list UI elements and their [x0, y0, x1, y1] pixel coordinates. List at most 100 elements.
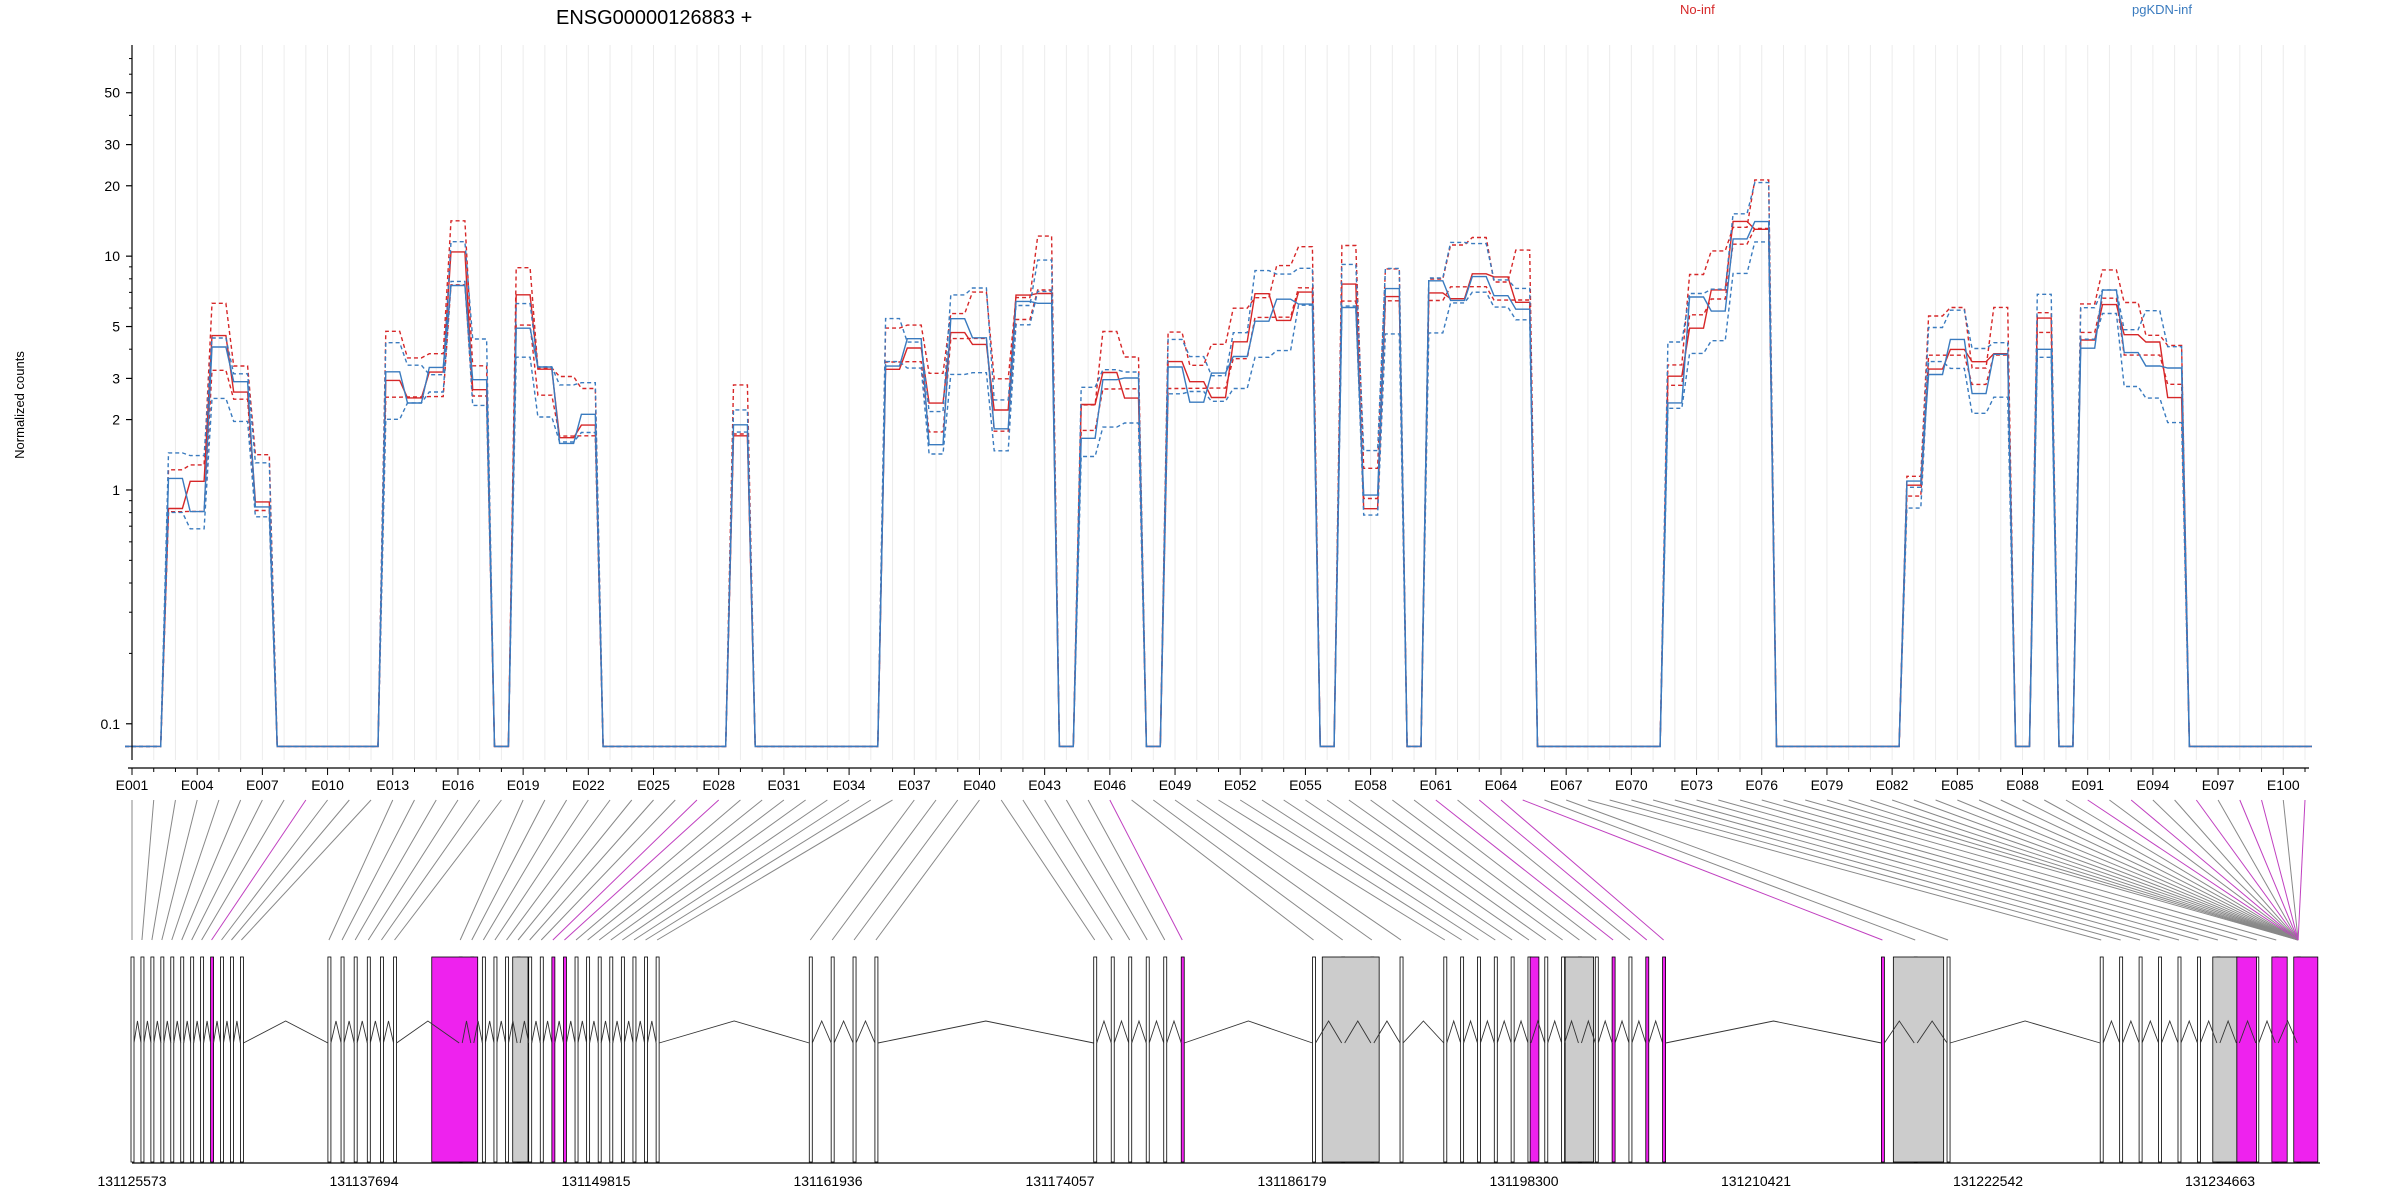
exon-connector — [831, 799, 937, 941]
exon-connector — [1370, 799, 1563, 941]
exon-connector — [1239, 799, 1462, 941]
exon-box — [493, 956, 498, 1163]
exon-connector — [656, 799, 893, 941]
exon-connector — [633, 799, 850, 941]
intron-line — [577, 1020, 588, 1044]
genomic-tick-label: 131222542 — [1953, 1173, 2023, 1189]
exon-box — [1145, 956, 1150, 1163]
exon-box — [239, 956, 244, 1163]
exon-connector — [1978, 799, 2299, 941]
exon-block — [1321, 956, 1380, 1163]
exon-box — [852, 956, 857, 1163]
exon-connector — [1870, 799, 2299, 941]
exon-connector — [2217, 799, 2299, 941]
exon-connector — [564, 799, 720, 941]
exon-box — [327, 956, 332, 1163]
exon-tick-label: E088 — [2006, 777, 2039, 793]
exon-box — [1645, 956, 1650, 1163]
exon-box — [130, 956, 135, 1163]
exon-tick-label: E046 — [1093, 777, 1126, 793]
intron-line — [1581, 1019, 1596, 1044]
exon-connector — [1348, 799, 1547, 941]
intron-line — [473, 1020, 483, 1044]
exon-connector — [875, 799, 980, 941]
exon-box — [1443, 956, 1448, 1163]
intron-line — [1096, 1019, 1112, 1044]
exon-tick-label: E061 — [1419, 777, 1452, 793]
exon-tick-label: E025 — [637, 777, 670, 793]
intron-line — [1513, 1019, 1529, 1044]
genomic-tick-label: 131125573 — [97, 1173, 166, 1189]
exon-box — [1163, 956, 1168, 1163]
plot-series-lines — [125, 179, 2312, 748]
exon-connector — [1522, 799, 1883, 941]
exon-connector — [853, 799, 959, 941]
exon-tick-label: E007 — [246, 777, 279, 793]
legend-pgkdn-inf: pgKDN-inf — [2132, 2, 2192, 17]
intron-line — [1373, 1020, 1401, 1044]
exon-connector — [552, 799, 698, 941]
exon-box — [220, 956, 224, 1163]
exon-box — [597, 956, 602, 1163]
exon-connector — [201, 799, 285, 941]
intron-line — [382, 1020, 394, 1044]
exon-connector — [1957, 799, 2299, 941]
exon-tick-label: E073 — [1680, 777, 1713, 793]
exon-box — [830, 956, 835, 1163]
intron-line — [143, 1020, 152, 1044]
exon-tick-label: E004 — [181, 777, 214, 793]
exon-connector — [1566, 799, 1949, 941]
exon-tick-label: E097 — [2202, 777, 2235, 793]
intron-line — [1315, 1020, 1343, 1044]
intron-line — [484, 1020, 495, 1044]
exon-connector — [1283, 799, 1496, 941]
genomic-tick-label: 131186179 — [1257, 1173, 1326, 1189]
exon-box — [2197, 956, 2201, 1163]
exon-box — [180, 956, 185, 1163]
exon-tick-label: E076 — [1745, 777, 1778, 793]
exon-box — [1544, 956, 1549, 1163]
intron-line — [1402, 1020, 1445, 1044]
exon-connector — [1696, 799, 2199, 941]
intron-line — [600, 1020, 611, 1044]
intron-line — [1631, 1019, 1647, 1044]
intron-line — [1884, 1020, 1915, 1044]
intron-line — [2277, 1019, 2298, 1044]
intron-line — [1530, 1019, 1546, 1044]
y-tick-label: 3 — [112, 370, 120, 386]
intron-line — [243, 1020, 329, 1044]
exon-box — [170, 956, 175, 1163]
exon-tick-label: E085 — [1941, 777, 1974, 793]
intron-line — [223, 1020, 231, 1044]
exon-connector — [1891, 799, 2299, 941]
y-tick-label: 5 — [112, 319, 120, 335]
exon-box — [1662, 956, 1666, 1163]
exon-tick-label: E094 — [2137, 777, 2170, 793]
exon-connector — [2174, 799, 2299, 941]
exon-box — [150, 956, 155, 1163]
exon-connector — [367, 799, 459, 941]
intron-line — [508, 1020, 518, 1044]
intron-line — [1496, 1019, 1512, 1044]
exon-connector — [141, 799, 155, 941]
exon-box — [1128, 956, 1133, 1163]
exon-box — [1510, 956, 1515, 1163]
y-tick-label: 0.1 — [101, 716, 121, 732]
intron-line — [133, 1020, 142, 1044]
exon-connector — [151, 799, 176, 941]
intron-line — [153, 1020, 162, 1044]
exon-box — [230, 956, 234, 1163]
y-tick-label: 50 — [104, 85, 120, 101]
exon-connector — [809, 799, 915, 941]
exon-box — [632, 956, 637, 1163]
exon-tick-label: E058 — [1354, 777, 1387, 793]
exon-block — [1564, 956, 1594, 1163]
exon-box — [2158, 956, 2162, 1163]
exon-connector — [1544, 799, 1916, 941]
exon-connector — [1718, 799, 2219, 941]
exon-connector — [506, 799, 611, 941]
exon-connector — [2087, 799, 2299, 941]
intron-line — [2141, 1019, 2159, 1044]
exon-tick-label: E049 — [1159, 777, 1192, 793]
exon-connector — [1174, 799, 1373, 941]
